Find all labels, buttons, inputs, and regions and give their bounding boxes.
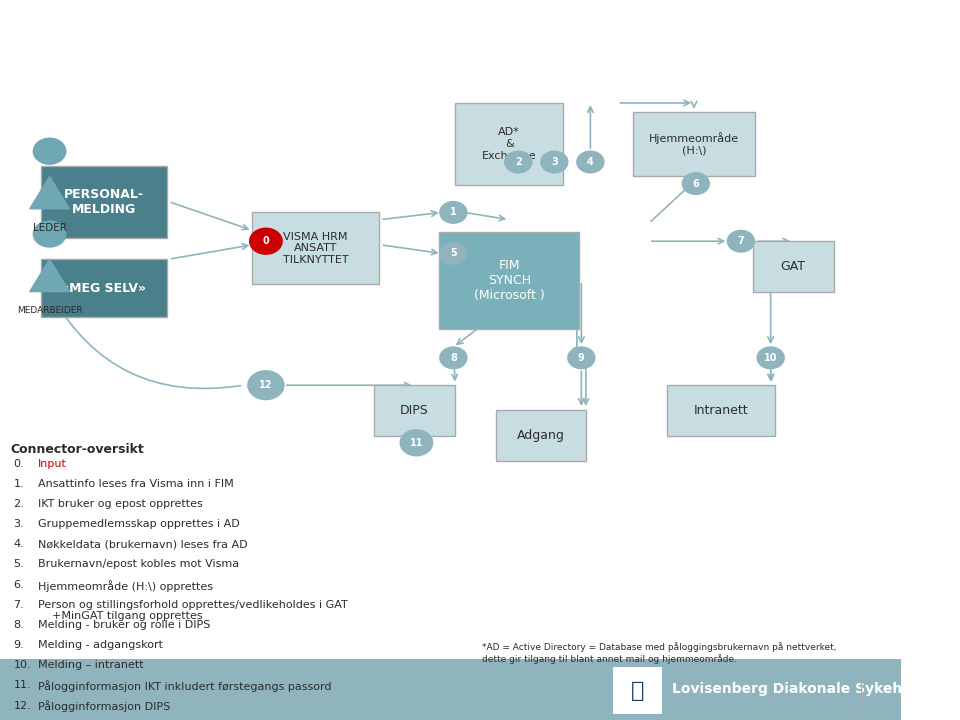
Text: 2.: 2. <box>13 499 24 509</box>
Text: Person og stillingsforhold opprettes/vedlikeholdes i GAT
    +MinGAT tilgang opp: Person og stillingsforhold opprettes/ved… <box>37 600 348 621</box>
Text: 10: 10 <box>764 353 778 363</box>
Text: LEDER: LEDER <box>33 223 66 233</box>
FancyBboxPatch shape <box>0 659 901 720</box>
Text: 12: 12 <box>259 380 273 390</box>
Text: 11: 11 <box>410 438 423 448</box>
Polygon shape <box>30 176 69 209</box>
Text: 4: 4 <box>587 157 593 167</box>
Text: PERSONAL-
MELDING: PERSONAL- MELDING <box>63 188 144 215</box>
Circle shape <box>568 347 595 369</box>
Circle shape <box>505 151 532 173</box>
Text: VISMA HRM
ANSATT
TILKNYTTET: VISMA HRM ANSATT TILKNYTTET <box>282 232 348 265</box>
Text: Melding - bruker og rolle i DIPS: Melding - bruker og rolle i DIPS <box>37 620 210 630</box>
FancyBboxPatch shape <box>40 166 167 238</box>
FancyBboxPatch shape <box>634 112 755 176</box>
FancyBboxPatch shape <box>612 667 662 714</box>
Text: Lovisenberg Diakonale Sykehus: Lovisenberg Diakonale Sykehus <box>671 682 920 696</box>
Text: MEDARBEIDER: MEDARBEIDER <box>16 306 83 315</box>
Text: 3: 3 <box>551 157 558 167</box>
Circle shape <box>248 371 284 400</box>
Text: 12.: 12. <box>13 701 32 711</box>
Circle shape <box>577 151 604 173</box>
Text: Hjemmeområde (H:\) opprettes: Hjemmeområde (H:\) opprettes <box>37 580 213 592</box>
FancyBboxPatch shape <box>374 385 455 436</box>
FancyBboxPatch shape <box>495 410 586 461</box>
Text: 9.: 9. <box>13 640 24 650</box>
Text: Brukernavn/epost kobles mot Visma: Brukernavn/epost kobles mot Visma <box>37 559 239 570</box>
Text: 0: 0 <box>262 236 269 246</box>
Text: 7.: 7. <box>13 600 24 610</box>
Circle shape <box>440 202 467 223</box>
Text: 2: 2 <box>515 157 521 167</box>
Circle shape <box>540 151 568 173</box>
Circle shape <box>34 138 66 164</box>
Text: Connector-oversikt: Connector-oversikt <box>11 443 145 456</box>
Text: IKT bruker og epost opprettes: IKT bruker og epost opprettes <box>37 499 203 509</box>
FancyBboxPatch shape <box>455 102 564 186</box>
Text: Melding – intranett: Melding – intranett <box>37 660 143 670</box>
FancyBboxPatch shape <box>440 233 579 330</box>
Text: Gruppemedlemsskap opprettes i AD: Gruppemedlemsskap opprettes i AD <box>37 519 240 529</box>
Polygon shape <box>30 259 69 292</box>
Text: Melding - adgangskort: Melding - adgangskort <box>37 640 163 650</box>
Text: Adgang: Adgang <box>516 429 564 442</box>
Text: AD*
&
Exchange: AD* & Exchange <box>482 127 537 161</box>
Text: 9: 9 <box>578 353 585 363</box>
Text: «MEG SELV»: «MEG SELV» <box>61 282 146 294</box>
Text: Nøkkeldata (brukernavn) leses fra AD: Nøkkeldata (brukernavn) leses fra AD <box>37 539 248 549</box>
Text: 11.: 11. <box>13 680 31 690</box>
Circle shape <box>400 430 433 456</box>
Text: GAT: GAT <box>780 260 805 273</box>
Text: 6.: 6. <box>13 580 24 590</box>
Text: 10.: 10. <box>13 660 31 670</box>
Text: 8: 8 <box>450 353 457 363</box>
Text: Pålogginformasjon DIPS: Pålogginformasjon DIPS <box>37 701 170 713</box>
Text: Ansattinfo leses fra Visma inn i FIM: Ansattinfo leses fra Visma inn i FIM <box>37 479 233 489</box>
Text: 5: 5 <box>450 248 457 258</box>
Text: Hjemmeområde
(H:\): Hjemmeområde (H:\) <box>649 132 739 156</box>
Text: 7: 7 <box>737 236 744 246</box>
FancyBboxPatch shape <box>667 385 775 436</box>
Circle shape <box>440 243 467 264</box>
FancyBboxPatch shape <box>40 259 167 317</box>
Text: 5.: 5. <box>13 559 24 570</box>
Circle shape <box>34 221 66 247</box>
Circle shape <box>683 173 709 194</box>
Text: 3.: 3. <box>13 519 24 529</box>
Text: 0.: 0. <box>13 459 24 469</box>
Text: *AD = Active Directory = Database med påloggingsbrukernavn på nettverket,
dette : *AD = Active Directory = Database med på… <box>482 642 837 664</box>
Text: Input: Input <box>37 459 67 469</box>
Text: 4.: 4. <box>13 539 24 549</box>
Text: ⌖: ⌖ <box>631 681 644 701</box>
Text: FIM
SYNCH
(Microsoft ): FIM SYNCH (Microsoft ) <box>474 259 544 302</box>
Text: 6: 6 <box>692 179 699 189</box>
Text: 8.: 8. <box>13 620 24 630</box>
Circle shape <box>440 347 467 369</box>
Text: Intranett: Intranett <box>694 404 749 417</box>
Text: Pålogginformasjon IKT inkludert førstegangs passord: Pålogginformasjon IKT inkludert førstega… <box>37 680 331 693</box>
FancyBboxPatch shape <box>252 212 378 284</box>
Text: 1.: 1. <box>13 479 24 489</box>
Circle shape <box>728 230 755 252</box>
FancyBboxPatch shape <box>753 241 833 292</box>
Circle shape <box>757 347 784 369</box>
Text: 1: 1 <box>450 207 457 217</box>
Text: DIPS: DIPS <box>400 404 429 417</box>
Circle shape <box>250 228 282 254</box>
